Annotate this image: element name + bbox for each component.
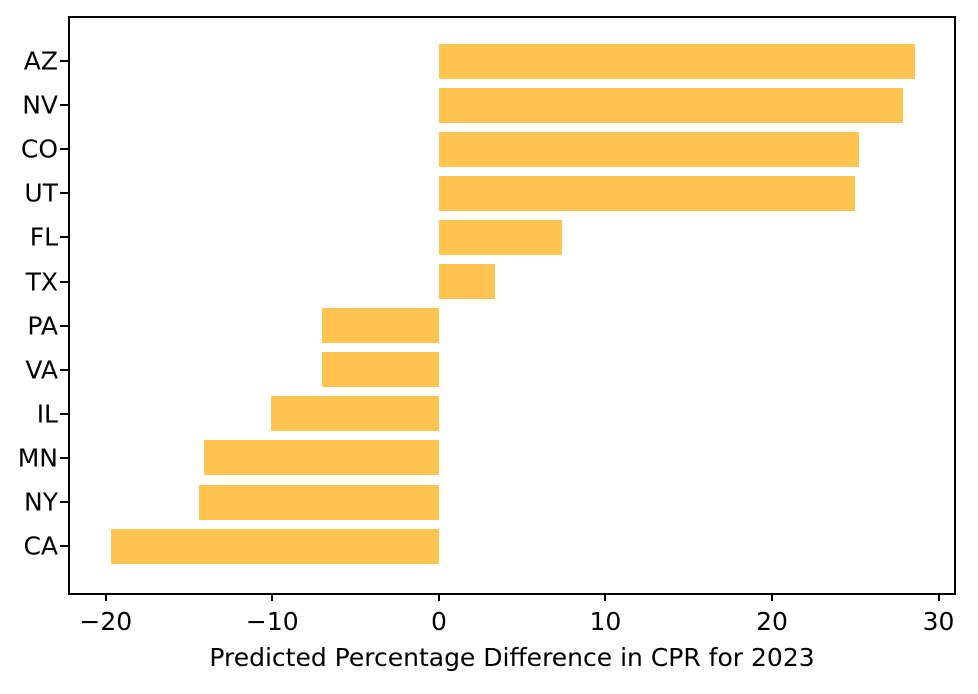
- bar-va: [322, 352, 439, 388]
- y-tick-mark-fl: [60, 236, 68, 239]
- x-tick-label-0: 0: [430, 607, 447, 636]
- x-tick-mark-30: [937, 593, 940, 601]
- bar-fl: [438, 219, 563, 255]
- y-tick-mark-pa: [60, 324, 68, 327]
- y-tick-label-tx: TX: [25, 267, 58, 296]
- y-tick-mark-mn: [60, 456, 68, 459]
- y-tick-label-az: AZ: [23, 46, 58, 76]
- y-tick-label-ca: CA: [23, 531, 58, 561]
- x-tick-label-30: 30: [922, 607, 955, 636]
- y-tick-label-il: IL: [36, 399, 58, 429]
- bar-az: [438, 43, 916, 79]
- y-tick-mark-ca: [60, 545, 68, 548]
- y-tick-mark-ut: [60, 192, 68, 195]
- bar-ca: [110, 528, 439, 564]
- y-tick-label-ut: UT: [24, 178, 58, 208]
- bar-co: [438, 131, 859, 167]
- y-tick-mark-az: [60, 60, 68, 62]
- x-tick-mark-0: [437, 593, 440, 601]
- bar-ny: [199, 484, 439, 520]
- y-tick-label-va: VA: [25, 355, 58, 385]
- x-axis-label: Predicted Percentage Difference in CPR f…: [209, 643, 815, 672]
- bar-nv: [438, 87, 904, 123]
- y-tick-label-pa: PA: [27, 311, 58, 341]
- x-tick-label-10: 10: [589, 607, 622, 636]
- x-tick-mark-10: [604, 593, 607, 601]
- x-tick-mark--10: [271, 593, 274, 601]
- bar-mn: [204, 440, 439, 476]
- y-tick-mark-va: [60, 368, 68, 371]
- x-tick-label--10: −10: [245, 607, 299, 636]
- y-tick-mark-nv: [60, 104, 68, 107]
- plot-area: [68, 16, 956, 595]
- y-tick-mark-il: [60, 412, 68, 415]
- y-tick-label-mn: MN: [17, 443, 58, 473]
- x-tick-mark--20: [104, 593, 107, 601]
- x-tick-label-20: 20: [756, 607, 788, 636]
- x-tick-mark-20: [771, 593, 773, 601]
- bar-pa: [322, 308, 439, 344]
- bar-ut: [438, 175, 856, 211]
- y-tick-label-ny: NY: [24, 487, 58, 517]
- bar-tx: [438, 264, 496, 299]
- y-tick-mark-ny: [60, 501, 68, 503]
- y-tick-label-co: CO: [20, 134, 58, 164]
- y-tick-label-nv: NV: [22, 90, 58, 120]
- bar-il: [270, 396, 439, 432]
- x-tick-label--20: −20: [79, 607, 133, 636]
- y-tick-label-fl: FL: [29, 222, 58, 252]
- y-tick-mark-co: [60, 148, 68, 151]
- y-tick-mark-tx: [60, 280, 68, 283]
